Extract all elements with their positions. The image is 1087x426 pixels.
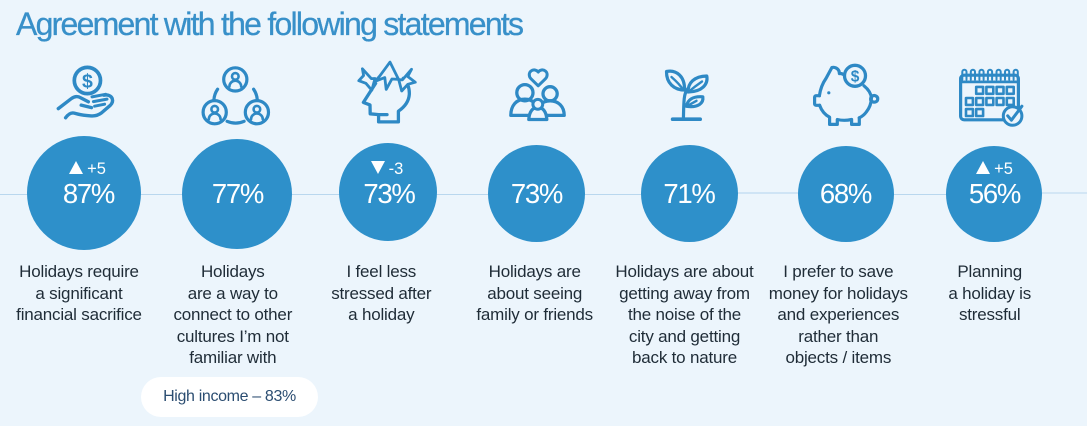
svg-text:$: $	[851, 68, 860, 85]
svg-text:$: $	[82, 71, 93, 93]
